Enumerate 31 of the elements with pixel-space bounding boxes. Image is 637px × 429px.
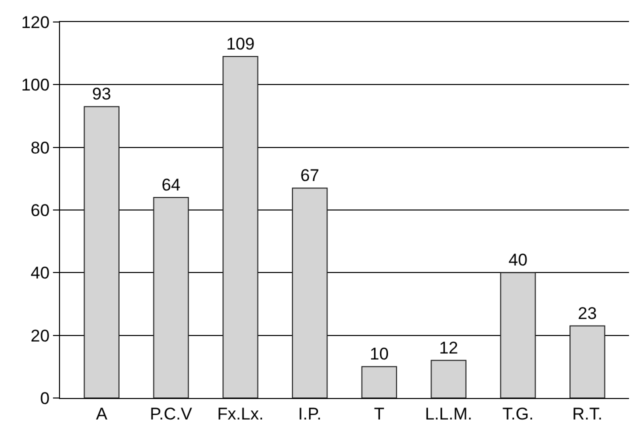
bar: [292, 188, 328, 398]
x-tick-label: T: [374, 404, 384, 424]
y-tick-label: 0: [40, 388, 50, 408]
bar: [84, 106, 120, 398]
x-tick-label: P.C.V: [150, 404, 193, 424]
x-tick-label: T.G.: [502, 404, 534, 424]
y-tick-label: 40: [30, 264, 50, 283]
data-label: 64: [162, 175, 180, 194]
bar: [430, 360, 466, 398]
x-tick-label: R.T.: [572, 404, 602, 424]
x-tick-label: A: [96, 404, 108, 424]
x-tick-label: L.L.M.: [424, 404, 472, 424]
data-label: 40: [508, 250, 528, 270]
data-label: 67: [300, 166, 320, 186]
bar: [222, 56, 258, 398]
y-tick-label: 100: [21, 76, 50, 95]
y-tick-label: 120: [21, 12, 50, 32]
data-label: 12: [439, 338, 458, 358]
bar: [570, 325, 606, 398]
bar: [361, 366, 398, 398]
data-label: 93: [92, 84, 112, 104]
bar: [153, 196, 189, 398]
x-tick-label: I.P.: [298, 404, 322, 424]
bar: [500, 272, 536, 398]
data-label: 109: [226, 34, 255, 54]
data-label: 23: [578, 304, 597, 323]
data-label: 10: [370, 344, 389, 364]
x-tick-label: Fx.Lx.: [217, 404, 264, 424]
y-tick-label: 60: [30, 200, 50, 220]
y-tick-label: 20: [30, 326, 50, 346]
y-tick-label: 80: [30, 138, 50, 158]
